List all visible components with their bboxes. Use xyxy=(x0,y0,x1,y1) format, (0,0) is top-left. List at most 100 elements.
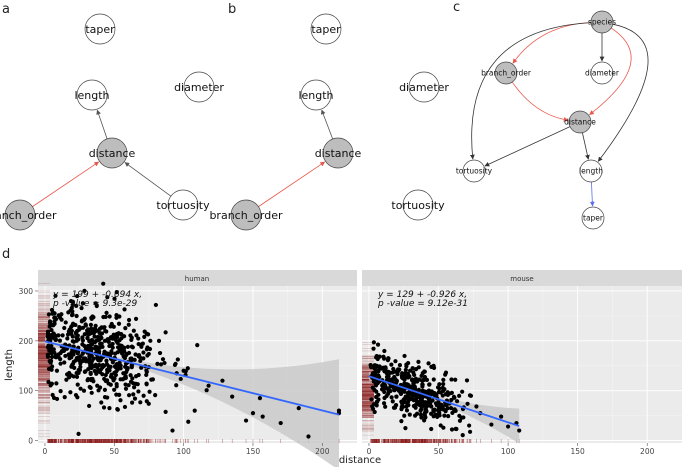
regression-line xyxy=(44,340,340,416)
data-point xyxy=(489,422,494,427)
data-point xyxy=(56,333,61,338)
node-label-diameter: diameter xyxy=(174,81,224,94)
data-point xyxy=(382,385,387,391)
data-point xyxy=(416,359,421,364)
data-point xyxy=(57,315,63,320)
y-tick-label: 200 xyxy=(19,337,34,346)
data-point xyxy=(474,404,479,409)
data-point xyxy=(82,316,87,321)
data-point xyxy=(425,403,430,409)
node-label-diameter: diameter xyxy=(585,69,620,78)
data-point xyxy=(206,383,211,388)
node-diameter xyxy=(183,71,215,103)
data-point xyxy=(423,389,428,394)
data-point xyxy=(394,394,399,399)
edges xyxy=(258,109,334,207)
x-tick-label: 200 xyxy=(315,447,330,456)
rug xyxy=(362,342,520,443)
data-point xyxy=(97,345,102,350)
data-point xyxy=(453,408,458,413)
data-point xyxy=(420,399,425,404)
data-point xyxy=(372,366,377,371)
data-point xyxy=(70,302,75,307)
data-point xyxy=(460,433,465,438)
data-point xyxy=(86,367,91,372)
edge-species-to-length xyxy=(597,23,649,162)
data-point xyxy=(133,374,139,379)
data-point xyxy=(67,356,72,361)
data-point xyxy=(82,369,87,375)
data-point xyxy=(85,378,90,383)
data-point xyxy=(124,352,129,357)
data-point xyxy=(186,419,191,424)
data-point xyxy=(414,411,420,416)
x-tick-label: 50 xyxy=(110,447,120,456)
data-point xyxy=(93,301,98,306)
data-point xyxy=(47,319,53,324)
node-label-taper: taper xyxy=(85,23,115,36)
data-point xyxy=(406,360,411,366)
data-point xyxy=(376,365,382,370)
data-point xyxy=(429,426,434,432)
data-point xyxy=(53,333,58,338)
annotation-mouse-eq: y = 129 + -0.926 x, xyxy=(377,290,467,300)
y-axis: 0 100 200 300 xyxy=(19,287,38,446)
data-point xyxy=(132,396,138,401)
y-tick-label: 100 xyxy=(19,387,34,396)
x-tick-label: 150 xyxy=(246,447,261,456)
data-point xyxy=(62,348,67,353)
data-point xyxy=(49,307,55,313)
data-point xyxy=(422,418,427,423)
data-point xyxy=(144,381,149,386)
data-point xyxy=(411,384,417,389)
data-point xyxy=(92,334,97,339)
data-point xyxy=(84,331,90,336)
data-point xyxy=(162,360,167,366)
node-label-length: length xyxy=(74,89,109,102)
data-point xyxy=(432,390,437,396)
data-point xyxy=(52,311,57,316)
data-point xyxy=(47,359,53,364)
data-point xyxy=(80,335,85,340)
data-point xyxy=(396,387,401,392)
data-point xyxy=(78,386,83,391)
data-point xyxy=(467,429,473,434)
data-point xyxy=(126,393,132,398)
data-point xyxy=(376,369,381,374)
y-tick-label: 300 xyxy=(19,287,34,296)
data-point xyxy=(118,345,123,350)
data-point xyxy=(46,379,51,385)
edge-branch_order-to-distance xyxy=(32,161,100,207)
data-point xyxy=(80,325,86,330)
y-axis-title: length xyxy=(4,349,15,381)
data-point xyxy=(49,354,55,360)
edge-distance-to-length xyxy=(582,132,590,160)
node-label-distance: distance xyxy=(564,118,596,127)
data-point xyxy=(60,333,65,338)
data-point xyxy=(102,338,108,343)
data-point xyxy=(117,365,122,371)
data-point xyxy=(409,392,415,397)
data-point xyxy=(400,400,406,405)
data-point xyxy=(114,381,119,387)
data-point xyxy=(443,409,448,414)
data-point xyxy=(80,351,85,356)
data-point xyxy=(88,342,93,348)
data-point xyxy=(407,395,412,401)
data-point xyxy=(108,374,114,379)
data-point xyxy=(440,393,445,398)
data-point xyxy=(71,339,77,344)
data-point xyxy=(116,331,121,336)
data-point xyxy=(129,337,134,343)
data-point xyxy=(517,428,522,433)
x-tick-label: 150 xyxy=(570,447,585,456)
data-point xyxy=(122,334,127,339)
data-point xyxy=(407,412,412,417)
data-point xyxy=(153,393,158,398)
data-point xyxy=(410,366,415,371)
data-point xyxy=(440,388,446,394)
node-species xyxy=(590,10,614,34)
node-branch_order xyxy=(4,199,36,231)
data-point xyxy=(174,383,179,388)
data-point xyxy=(99,335,104,341)
